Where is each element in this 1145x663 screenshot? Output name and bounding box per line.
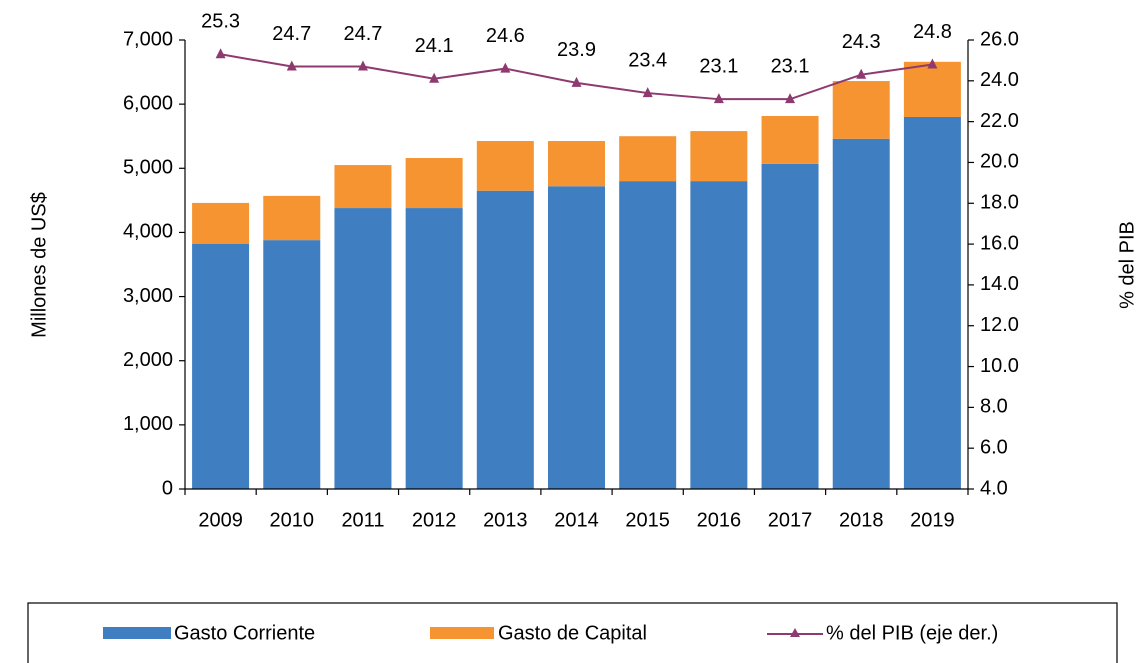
legend-label: Gasto Corriente [174, 622, 315, 644]
y2-tick-label: 14.0 [980, 273, 1019, 295]
x-tick-label: 2012 [412, 509, 457, 531]
y-tick-label: 2,000 [123, 349, 173, 371]
line-marker [927, 58, 938, 69]
legend-label: Gasto de Capital [498, 622, 647, 644]
y2-tick-label: 22.0 [980, 110, 1019, 132]
y-tick-label: 7,000 [123, 28, 173, 50]
bar [690, 131, 748, 182]
line-marker [713, 93, 724, 104]
bar [334, 165, 392, 209]
y2-tick-label: 4.0 [980, 477, 1008, 499]
bar [263, 195, 321, 241]
bar [903, 116, 961, 489]
bar [690, 181, 748, 489]
legend-swatch [430, 627, 494, 639]
bar [476, 190, 534, 489]
line-marker [500, 62, 511, 73]
bar [619, 136, 677, 182]
data-label: 25.3 [201, 11, 240, 33]
line-marker [856, 68, 867, 79]
data-label: 24.7 [272, 23, 311, 45]
y2-tick-label: 16.0 [980, 232, 1019, 254]
y2-tick-label: 6.0 [980, 436, 1008, 458]
legend-box [27, 602, 1118, 663]
line-marker [357, 60, 368, 71]
y2-tick-label: 10.0 [980, 355, 1019, 377]
y-tick-label: 0 [162, 477, 173, 499]
x-tick-label: 2013 [483, 509, 528, 531]
line-marker [215, 48, 226, 59]
y-tick-label: 1,000 [123, 413, 173, 435]
bar [405, 158, 463, 209]
data-label: 24.1 [415, 35, 454, 57]
line-marker [785, 93, 796, 104]
y-tick-label: 6,000 [123, 92, 173, 114]
data-label: 24.3 [842, 31, 881, 53]
x-tick-label: 2016 [697, 509, 742, 531]
x-tick-label: 2015 [625, 509, 670, 531]
data-label: 23.9 [557, 39, 596, 61]
bar [192, 202, 250, 244]
bar [832, 138, 890, 489]
legend-marker [790, 628, 800, 637]
y2-tick-label: 20.0 [980, 151, 1019, 173]
x-tick-label: 2011 [341, 509, 384, 531]
y-axis-title: Millones de US$ [28, 192, 50, 338]
line-marker [571, 76, 582, 87]
y-tick-label: 4,000 [123, 221, 173, 243]
data-label: 24.7 [343, 23, 382, 45]
bar [405, 208, 463, 489]
y2-tick-label: 8.0 [980, 396, 1008, 418]
y2-axis-title: % del PIB [1116, 221, 1138, 309]
line-marker [429, 72, 440, 83]
data-label: 23.1 [699, 55, 738, 77]
x-tick-label: 2017 [768, 509, 813, 531]
y2-tick-label: 24.0 [980, 69, 1019, 91]
bar [761, 163, 819, 489]
bar [334, 208, 392, 489]
bar [761, 116, 819, 164]
x-tick-label: 2009 [198, 509, 243, 531]
bar [263, 240, 321, 489]
line-marker [286, 60, 297, 71]
line-marker [642, 87, 653, 98]
y2-tick-label: 18.0 [980, 192, 1019, 214]
data-label: 24.6 [486, 25, 525, 47]
x-tick-label: 2010 [270, 509, 315, 531]
bar [548, 186, 605, 489]
y-tick-label: 5,000 [123, 157, 173, 179]
legend-swatch [103, 627, 171, 639]
x-tick-label: 2018 [839, 509, 884, 531]
bar [192, 243, 250, 489]
x-tick-label: 2014 [554, 509, 599, 531]
bar [832, 81, 890, 139]
bar [903, 61, 961, 117]
data-label: 23.1 [771, 55, 810, 77]
legend-label: % del PIB (eje der.) [826, 622, 998, 644]
data-label: 23.4 [628, 49, 667, 71]
bar [619, 181, 677, 489]
data-label: 24.8 [913, 21, 952, 43]
y-tick-label: 3,000 [123, 285, 173, 307]
bar [548, 141, 605, 187]
x-tick-label: 2019 [910, 509, 955, 531]
bar [476, 141, 534, 191]
y2-tick-label: 26.0 [980, 28, 1019, 50]
y2-tick-label: 12.0 [980, 314, 1019, 336]
